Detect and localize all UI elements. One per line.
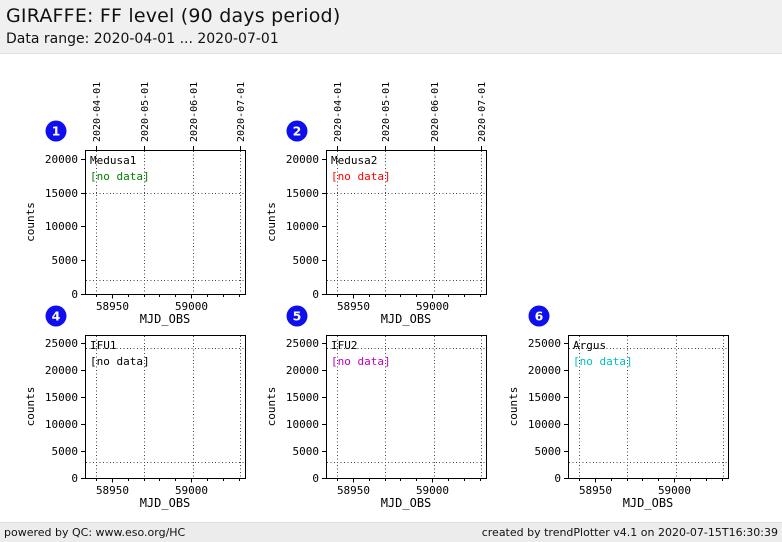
date-label: 2020-04-01	[92, 82, 103, 142]
no-data-annotation: [no data]	[90, 355, 150, 368]
page-title: GIRAFFE: FF level (90 days period)	[6, 5, 341, 27]
plot-number-badge	[528, 305, 550, 327]
x-tick-label: 59000	[658, 484, 691, 497]
y-tick-label: 10000	[45, 418, 78, 431]
plot-number-label: 4	[52, 309, 61, 324]
date-label: 2020-07-01	[477, 82, 488, 142]
plot-box	[326, 150, 487, 295]
x-axis-label: MJD_OBS	[623, 496, 674, 510]
data-range-subtitle: Data range: 2020-04-01 ... 2020-07-01	[6, 31, 279, 47]
y-axis-label: counts	[24, 387, 37, 427]
y-tick-label: 15000	[45, 391, 78, 404]
y-axis-label: counts	[265, 202, 278, 242]
plots-area: 2020-04-01 2020-05-01 2020-06-01 2020-07-01…	[0, 54, 782, 522]
plot-box	[85, 150, 246, 295]
plot-number-label: 2	[293, 124, 302, 139]
plot-1: 2020-04-01 2020-05-01 2020-06-01 2020-07-01…	[24, 82, 247, 326]
y-tick-label: 10000	[286, 220, 319, 233]
y-tick-label: 5000	[293, 254, 320, 267]
plot-number-badge	[286, 305, 308, 327]
plot-number-badge	[45, 120, 67, 142]
y-tick-label: 25000	[528, 337, 561, 350]
x-tick-label: 59000	[416, 484, 449, 497]
x-tick-label: 58950	[579, 484, 612, 497]
y-tick-label: 5000	[293, 445, 320, 458]
y-tick-label: 5000	[535, 445, 562, 458]
x-axis-label: MJD_OBS	[381, 496, 432, 510]
plot-box	[568, 335, 729, 479]
x-tick-label: 58950	[96, 484, 129, 497]
x-axis-label: MJD_OBS	[140, 312, 191, 326]
y-tick-label: 20000	[45, 153, 78, 166]
plot-number-label: 1	[52, 124, 61, 139]
report-header: GIRAFFE: FF level (90 days period) Data …	[0, 0, 782, 54]
y-tick-label: 15000	[528, 391, 561, 404]
y-tick-label: 0	[71, 288, 78, 301]
plot-number-label: 5	[293, 309, 302, 324]
y-tick-label: 5000	[52, 445, 79, 458]
plot-box	[85, 335, 246, 479]
date-label: 2020-04-01	[333, 82, 344, 142]
plots-canvas: 2020-04-01 2020-05-01 2020-06-01 2020-07-01…	[24, 82, 729, 510]
y-tick-label: 0	[312, 472, 319, 485]
date-label: 2020-05-01	[140, 82, 151, 142]
plot-box	[326, 335, 487, 479]
x-tick-label: 59000	[175, 484, 208, 497]
plot-series-label: IFU2	[331, 339, 358, 352]
y-tick-label: 20000	[528, 364, 561, 377]
y-tick-label: 5000	[52, 254, 79, 267]
y-tick-label: 20000	[286, 364, 319, 377]
y-tick-label: 10000	[528, 418, 561, 431]
footer-left-text: powered by QC: www.eso.org/HC	[4, 526, 186, 539]
no-data-annotation: [no data]	[331, 170, 391, 183]
y-tick-label: 0	[312, 288, 319, 301]
y-tick-label: 10000	[286, 418, 319, 431]
plot-series-label: Medusa2	[331, 154, 377, 167]
x-tick-label: 59000	[175, 300, 208, 313]
y-tick-label: 25000	[286, 337, 319, 350]
x-tick-label: 58950	[96, 300, 129, 313]
plot-series-label: Argus	[573, 339, 606, 352]
plot-number-badge	[45, 305, 67, 327]
y-tick-label: 20000	[45, 364, 78, 377]
y-tick-label: 15000	[286, 391, 319, 404]
date-label: 2020-07-01	[236, 82, 247, 142]
y-tick-label: 15000	[286, 187, 319, 200]
y-tick-label: 25000	[45, 337, 78, 350]
y-axis-label: counts	[265, 387, 278, 427]
y-tick-label: 10000	[45, 220, 78, 233]
date-label: 2020-06-01	[189, 82, 200, 142]
y-tick-label: 0	[554, 472, 561, 485]
no-data-annotation: [no data]	[90, 170, 150, 183]
y-axis-label: counts	[24, 202, 37, 242]
no-data-annotation: [no data]	[573, 355, 633, 368]
plot-number-label: 6	[535, 309, 544, 324]
x-axis-label: MJD_OBS	[381, 312, 432, 326]
report-footer: powered by QC: www.eso.org/HC created by…	[0, 522, 782, 542]
plot-2: 2020-04-01 2020-05-01 2020-06-01 2020-07-01…	[265, 82, 488, 326]
plot-series-label: IFU1	[90, 339, 117, 352]
y-tick-label: 20000	[286, 153, 319, 166]
date-label: 2020-05-01	[381, 82, 392, 142]
date-label: 2020-06-01	[430, 82, 441, 142]
y-tick-label: 15000	[45, 187, 78, 200]
x-axis-label: MJD_OBS	[140, 496, 191, 510]
x-tick-label: 58950	[337, 300, 370, 313]
plot-number-badge	[286, 120, 308, 142]
plot-6: 0 5000 10000 15000 20000 25000 58950 59000MJD_O…	[507, 305, 729, 510]
y-tick-label: 0	[71, 472, 78, 485]
plot-series-label: Medusa1	[90, 154, 136, 167]
footer-right-text: created by trendPlotter v4.1 on 2020-07-…	[481, 526, 778, 539]
x-tick-label: 58950	[337, 484, 370, 497]
y-axis-label: counts	[507, 387, 520, 427]
x-tick-label: 59000	[416, 300, 449, 313]
no-data-annotation: [no data]	[331, 355, 391, 368]
